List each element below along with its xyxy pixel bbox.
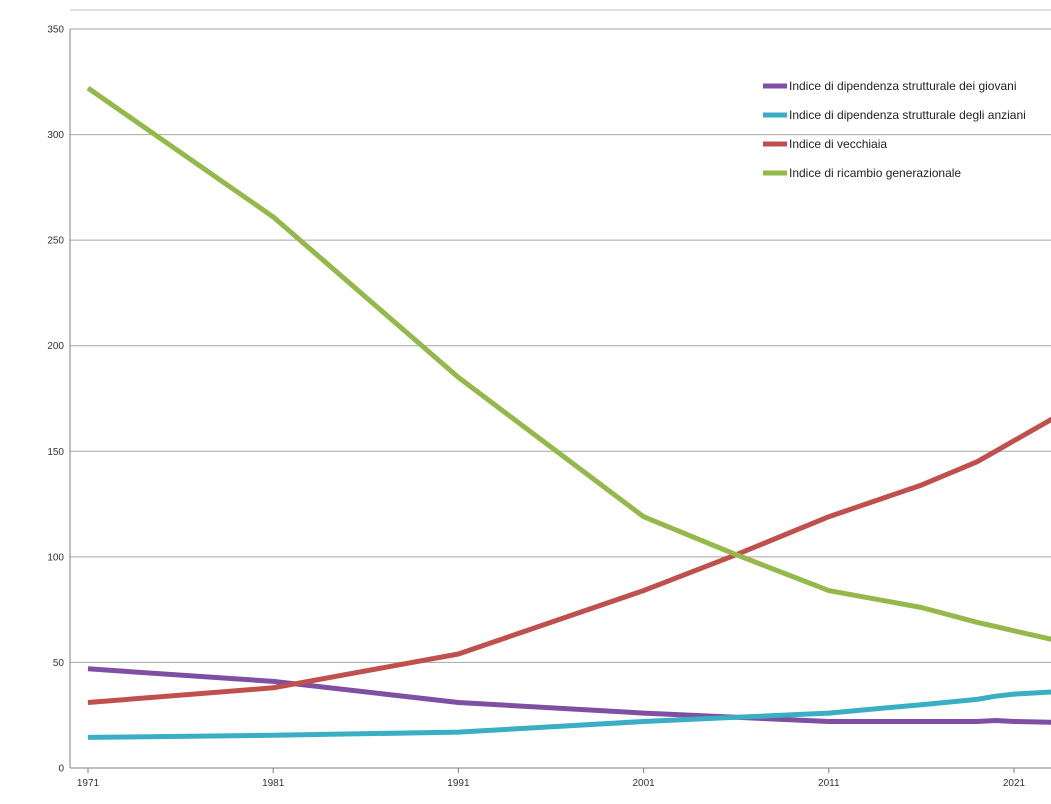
y-tick-label: 200 bbox=[47, 341, 64, 352]
series-line-1 bbox=[87, 666, 1051, 725]
y-tick-label: 100 bbox=[47, 552, 64, 563]
legend: Indice di dipendenza strutturale dei gio… bbox=[763, 79, 1026, 180]
x-tick-label: 1991 bbox=[447, 778, 470, 789]
y-tick-label: 150 bbox=[47, 447, 64, 458]
legend-label: Indice di dipendenza strutturale dei gio… bbox=[789, 79, 1016, 93]
y-tick-label: 0 bbox=[58, 764, 64, 775]
x-tick-label: 1971 bbox=[77, 778, 100, 789]
x-tick-label: 2001 bbox=[632, 778, 655, 789]
legend-label: Indice di dipendenza strutturale degli a… bbox=[789, 108, 1026, 122]
series-line-2 bbox=[87, 689, 1051, 740]
y-tick-label: 350 bbox=[47, 25, 64, 36]
axes: 0 50 100 150 200 250 300 350 1971 1981 1991 2001 201… bbox=[47, 9, 1051, 789]
series-line-4 bbox=[86, 86, 1051, 642]
legend-label: Indice di vecchiaia bbox=[789, 137, 887, 151]
x-tick-label: 1981 bbox=[262, 778, 285, 789]
legend-label: Indice di ricambio generazionale bbox=[789, 166, 961, 180]
series-lines bbox=[86, 86, 1051, 740]
x-tick-label: 2011 bbox=[818, 778, 840, 789]
y-tick-label: 300 bbox=[47, 130, 64, 141]
y-tick-label: 50 bbox=[53, 658, 65, 669]
series-line-3 bbox=[87, 416, 1051, 705]
y-tick-label: 250 bbox=[47, 236, 64, 247]
x-tick-label: 2021 bbox=[1003, 778, 1026, 789]
